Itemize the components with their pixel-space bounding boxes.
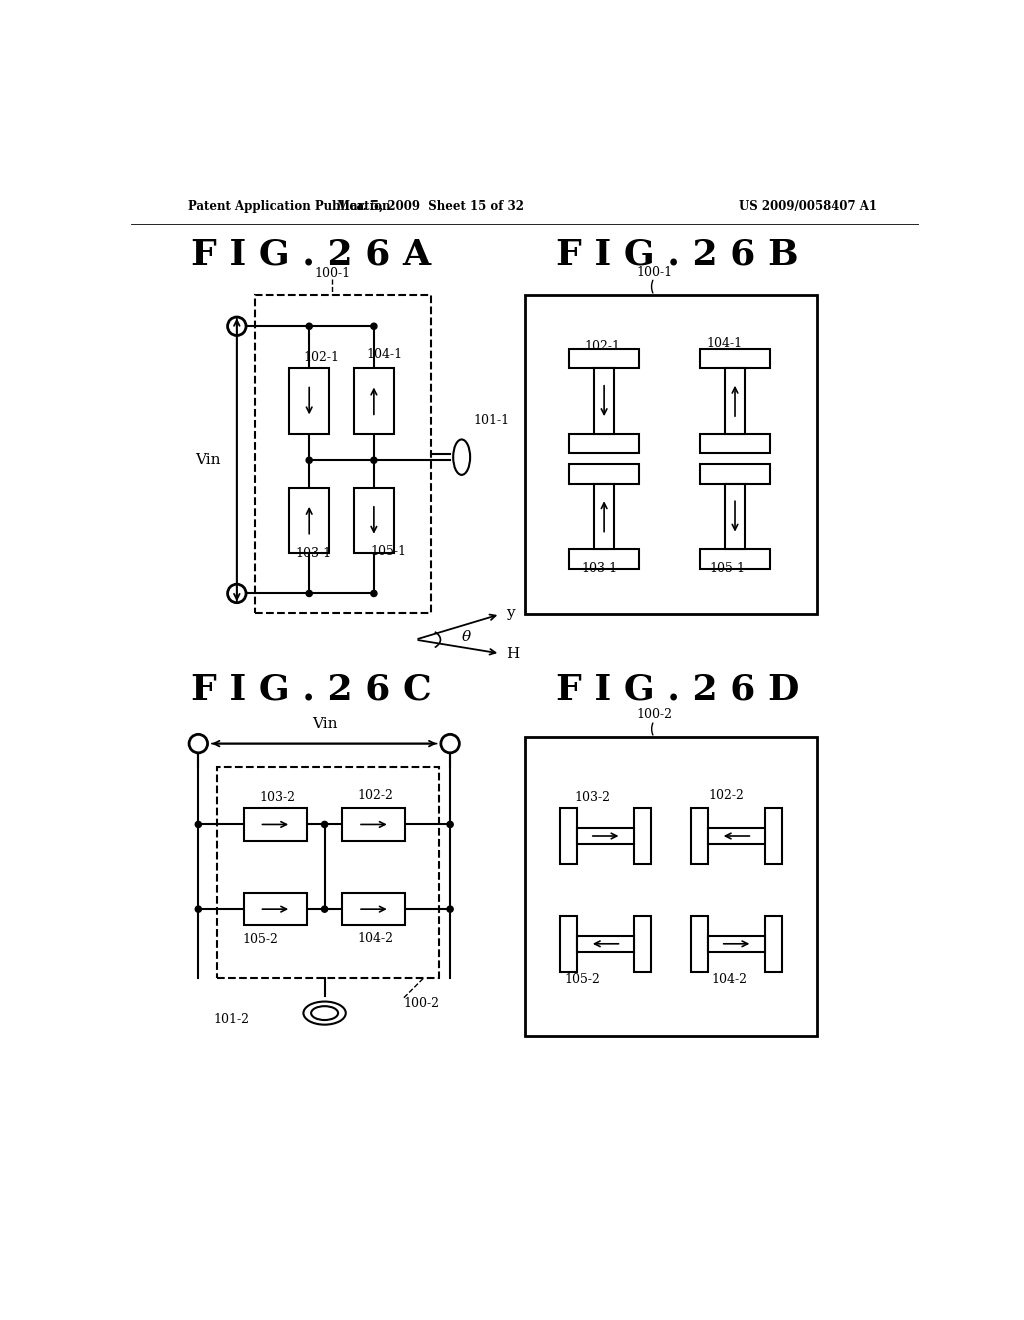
Text: 103-2: 103-2: [259, 791, 295, 804]
Bar: [524, 296, 817, 614]
Text: 104-2: 104-2: [357, 932, 393, 945]
Circle shape: [306, 323, 312, 330]
Text: F I G . 2 6 D: F I G . 2 6 D: [556, 673, 799, 706]
Bar: [569, 434, 639, 453]
Circle shape: [447, 821, 454, 828]
Text: 102-2: 102-2: [357, 789, 393, 803]
Circle shape: [371, 323, 377, 330]
Bar: [354, 368, 394, 434]
Text: F I G . 2 6 B: F I G . 2 6 B: [556, 238, 799, 272]
Bar: [569, 348, 639, 368]
Bar: [255, 296, 431, 612]
Circle shape: [371, 590, 377, 597]
Text: 103-1: 103-1: [295, 546, 332, 560]
Text: Vin: Vin: [195, 453, 220, 467]
Text: 101-2: 101-2: [214, 1012, 250, 1026]
Text: H: H: [506, 647, 519, 660]
Text: F I G . 2 6 A: F I G . 2 6 A: [191, 238, 431, 272]
Text: θ: θ: [462, 631, 471, 644]
Bar: [725, 368, 744, 434]
Circle shape: [322, 821, 328, 828]
Bar: [289, 487, 330, 553]
Bar: [577, 828, 634, 843]
Circle shape: [371, 457, 377, 463]
Text: 105-2: 105-2: [564, 973, 600, 986]
Text: F I G . 2 6 C: F I G . 2 6 C: [191, 673, 432, 706]
Bar: [354, 487, 394, 553]
Text: Vin: Vin: [312, 717, 337, 731]
Bar: [708, 828, 765, 843]
Circle shape: [322, 906, 328, 912]
Text: 100-2: 100-2: [636, 708, 672, 721]
Bar: [594, 368, 613, 434]
Bar: [765, 808, 782, 863]
Text: 105-1: 105-1: [710, 561, 745, 574]
Ellipse shape: [303, 1002, 346, 1024]
Bar: [289, 368, 330, 434]
Bar: [691, 808, 708, 863]
Bar: [244, 808, 307, 841]
Bar: [634, 808, 651, 863]
Circle shape: [306, 590, 312, 597]
Text: 105-2: 105-2: [243, 933, 279, 946]
Text: 102-2: 102-2: [708, 789, 743, 803]
Circle shape: [196, 821, 202, 828]
Text: 104-2: 104-2: [712, 973, 748, 986]
Text: 102-1: 102-1: [303, 351, 339, 363]
Text: US 2009/0058407 A1: US 2009/0058407 A1: [739, 199, 878, 213]
Bar: [524, 738, 817, 1036]
Bar: [691, 916, 708, 972]
Circle shape: [447, 906, 454, 912]
Circle shape: [306, 457, 312, 463]
Bar: [560, 808, 577, 863]
Text: Mar. 5, 2009  Sheet 15 of 32: Mar. 5, 2009 Sheet 15 of 32: [337, 199, 524, 213]
Ellipse shape: [454, 440, 470, 475]
Text: Patent Application Publication: Patent Application Publication: [188, 199, 391, 213]
Bar: [342, 808, 406, 841]
Bar: [700, 549, 770, 569]
Bar: [244, 894, 307, 925]
Bar: [594, 483, 613, 549]
Bar: [725, 483, 744, 549]
Text: 102-1: 102-1: [585, 339, 621, 352]
Text: 103-2: 103-2: [574, 791, 610, 804]
Bar: [700, 434, 770, 453]
Text: 101-1: 101-1: [473, 413, 509, 426]
Bar: [217, 767, 438, 978]
Bar: [560, 916, 577, 972]
Bar: [577, 936, 634, 952]
Bar: [700, 465, 770, 483]
Text: 100-1: 100-1: [636, 265, 672, 279]
Text: 104-1: 104-1: [367, 348, 402, 362]
Bar: [342, 894, 406, 925]
Text: 103-1: 103-1: [581, 561, 617, 574]
Bar: [634, 916, 651, 972]
Bar: [569, 549, 639, 569]
Bar: [700, 348, 770, 368]
Text: 105-1: 105-1: [370, 545, 407, 557]
Text: 104-1: 104-1: [707, 338, 742, 351]
Text: y: y: [506, 606, 515, 619]
Text: 100-1: 100-1: [314, 268, 350, 280]
Bar: [708, 936, 765, 952]
Bar: [765, 916, 782, 972]
Circle shape: [196, 906, 202, 912]
Text: 100-2: 100-2: [403, 998, 440, 1010]
Bar: [569, 465, 639, 483]
Ellipse shape: [311, 1006, 338, 1020]
